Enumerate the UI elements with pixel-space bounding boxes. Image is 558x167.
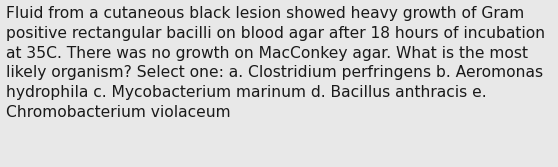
Text: Fluid from a cutaneous black lesion showed heavy growth of Gram positive rectang: Fluid from a cutaneous black lesion show…	[7, 6, 546, 120]
